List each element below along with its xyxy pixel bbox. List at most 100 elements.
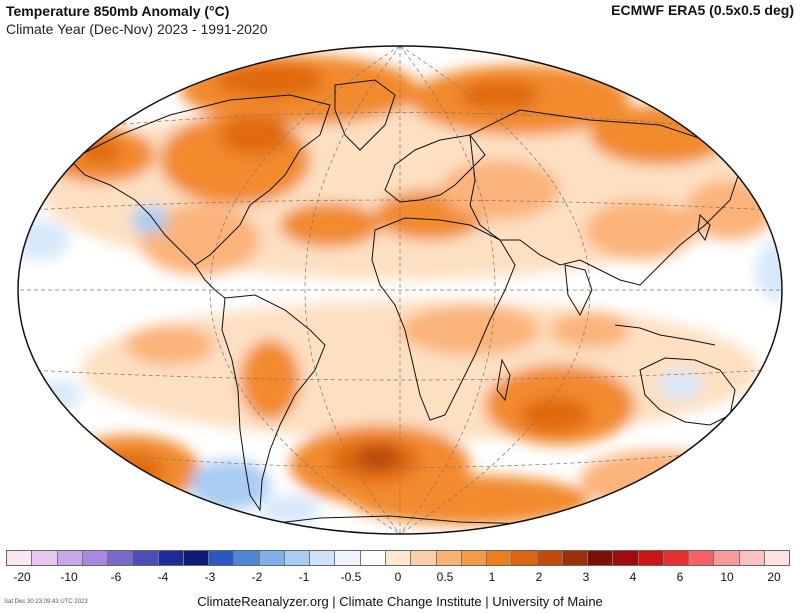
legend-swatch	[638, 551, 664, 565]
legend-swatch	[7, 551, 33, 565]
anomaly-zone	[215, 62, 325, 98]
anomaly-zone	[240, 340, 300, 420]
europe-outline	[384, 134, 486, 203]
anomaly-zone	[356, 446, 400, 470]
anomaly-zone	[220, 115, 290, 155]
north-america-outline	[69, 94, 331, 266]
anomaly-zone	[125, 325, 215, 365]
greenland-outline	[334, 79, 396, 151]
anomaly-zone	[38, 380, 82, 410]
anomaly-zone	[580, 450, 740, 510]
anomaly-zone	[460, 80, 540, 110]
legend-swatch	[436, 551, 462, 565]
legend-tick-label: -10	[60, 570, 78, 584]
anomaly-zone	[585, 200, 695, 260]
latitude-line	[29, 369, 771, 381]
legend-tick-label: 0.5	[436, 570, 454, 584]
latitude-line	[29, 199, 771, 211]
legend-swatch	[739, 551, 765, 565]
anomaly-zone	[260, 495, 320, 525]
central-america-outline	[194, 264, 226, 299]
legend-swatch	[487, 551, 513, 565]
legend-swatch	[360, 551, 386, 565]
longitude-line	[399, 46, 591, 534]
legend-swatch	[284, 551, 311, 565]
legend-swatch	[385, 551, 412, 565]
legend-swatch	[82, 551, 109, 565]
legend-tick-label: -4	[157, 570, 169, 584]
legend-swatch	[714, 551, 740, 565]
legend-tick-label: 4	[629, 570, 637, 584]
legend-tick-label: -3	[204, 570, 216, 584]
legend-tick-label: 10	[720, 570, 734, 584]
legend-tick-label: -2	[251, 570, 263, 584]
anomaly-zone	[658, 371, 702, 399]
legend-swatch	[461, 551, 488, 565]
title-block: Temperature 850mb Anomaly (°C) Climate Y…	[6, 2, 267, 38]
anomaly-zone	[18, 220, 70, 260]
legend-tick-label: 2	[535, 570, 543, 584]
anomaly-zone	[550, 312, 630, 348]
legend-swatch	[133, 551, 159, 565]
legend-tick-label: -0.5	[340, 570, 362, 584]
map-content	[18, 46, 782, 534]
south-america-outline	[221, 294, 326, 512]
credits-footer: ClimateReanalyzer.org | Climate Change I…	[197, 594, 603, 609]
anomaly-zone	[140, 205, 260, 275]
legend-ticks: -20 -10 -6 -4 -3 -2 -1 -0.5 0 0.5 1 2 3 4 6 10 20	[6, 570, 790, 588]
legend-tick-label: 6	[676, 570, 684, 584]
anomaly-zone	[520, 397, 590, 433]
africa-outline	[371, 217, 516, 421]
legend-tick-label: -20	[13, 570, 31, 584]
madagascar-outline	[496, 358, 511, 402]
timestamp-label: Sat Dec 30 23:09:43 UTC 2023	[4, 599, 88, 605]
longitude-line	[399, 46, 496, 534]
legend-swatch	[183, 551, 210, 565]
legend-swatch	[663, 551, 690, 565]
legend-tick-label: -1	[298, 570, 310, 584]
latitude-line	[59, 112, 741, 131]
anomaly-zone	[60, 435, 200, 505]
new-zealand-outline	[754, 428, 769, 457]
legend-colorbar	[6, 550, 790, 566]
legend-swatch	[764, 551, 790, 565]
data-source-label: ECMWF ERA5 (0.5x0.5 deg)	[611, 2, 794, 18]
japan-outline	[697, 213, 711, 242]
globe-border	[17, 45, 783, 535]
legend-tick-label: 3	[582, 570, 590, 584]
anomaly-zone	[132, 206, 168, 234]
legend-tick-label: 1	[488, 570, 496, 584]
legend-tick-label: 20	[767, 570, 781, 584]
legend-swatch	[57, 551, 83, 565]
legend-swatch	[158, 551, 184, 565]
world-map	[17, 45, 783, 535]
legend-tick-label: -6	[110, 570, 122, 584]
legend-swatch	[411, 551, 437, 565]
graticule	[20, 46, 780, 534]
longitude-line	[304, 46, 401, 534]
india-outline	[564, 264, 593, 317]
legend-swatch	[209, 551, 235, 565]
legend-swatch	[613, 551, 639, 565]
anomaly-zone	[590, 105, 730, 165]
anomaly-zone	[400, 305, 540, 355]
legend-swatch	[335, 551, 361, 565]
indonesia-outline	[614, 324, 716, 346]
legend-swatch	[32, 551, 58, 565]
map-subtitle: Climate Year (Dec-Nov) 2023 - 1991-2020	[6, 21, 268, 37]
legend-swatch	[108, 551, 134, 565]
legend-swatch	[259, 551, 285, 565]
legend-swatch	[588, 551, 614, 565]
longitude-line	[209, 46, 401, 534]
legend-swatch	[537, 551, 563, 565]
latitude-line	[59, 449, 741, 468]
anomaly-zone	[350, 475, 590, 525]
asia-outline	[469, 109, 741, 286]
map-title: Temperature 850mb Anomaly (°C)	[6, 3, 230, 19]
legend-swatch	[310, 551, 336, 565]
legend-swatch	[689, 551, 715, 565]
legend-tick-label: 0	[394, 570, 402, 584]
legend-swatch	[562, 551, 589, 565]
anomaly-zone	[190, 460, 270, 510]
legend-swatch	[234, 551, 260, 565]
